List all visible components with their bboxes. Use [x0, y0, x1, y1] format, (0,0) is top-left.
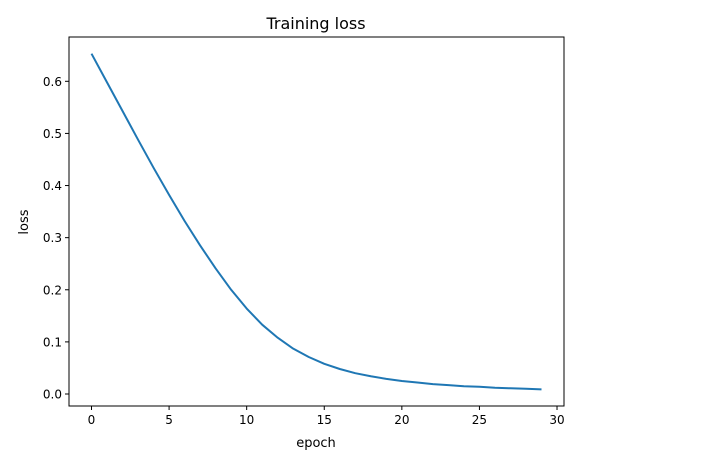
x-tick-label: 20 [394, 413, 409, 427]
x-tick-label: 5 [165, 413, 173, 427]
x-axis-label: epoch [296, 436, 336, 451]
y-tick-label: 0.4 [43, 179, 62, 193]
x-tick-label: 0 [88, 413, 96, 427]
y-tick-label: 0.6 [43, 75, 62, 89]
loss-line [90, 53, 542, 391]
x-tick-label: 30 [549, 413, 564, 427]
y-tick-label: 0.0 [43, 388, 62, 402]
chart-title: Training loss [265, 14, 365, 33]
y-tick-label: 0.5 [43, 127, 62, 141]
y-tick-label: 0.2 [43, 283, 62, 297]
y-tick-label: 0.3 [43, 231, 62, 245]
y-tick-label: 0.1 [43, 335, 62, 349]
plot-frame [68, 36, 565, 407]
x-tick-label: 10 [239, 413, 254, 427]
x-tick-label: 25 [472, 413, 487, 427]
x-tick-label: 15 [317, 413, 332, 427]
y-axis-label: loss [17, 209, 32, 234]
